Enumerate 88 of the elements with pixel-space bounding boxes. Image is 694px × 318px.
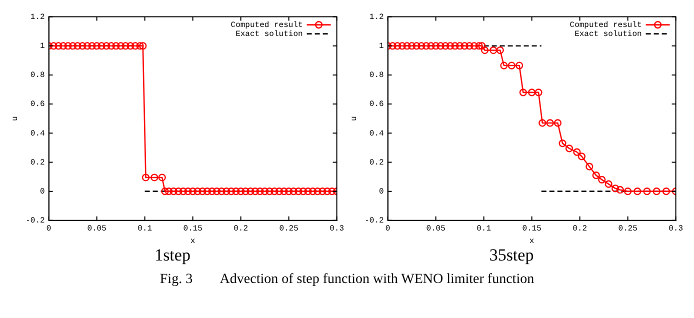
point: [427, 42, 435, 50]
point: [408, 42, 416, 50]
x-tick-label: 0.15: [522, 224, 542, 234]
point: [432, 42, 440, 50]
point: [624, 188, 632, 196]
point: [446, 42, 454, 50]
point: [565, 144, 574, 152]
point: [578, 152, 586, 160]
point: [394, 42, 402, 50]
point: [496, 46, 504, 54]
point: [634, 188, 642, 196]
legend-label: Computed result: [230, 20, 303, 30]
x-tick-label: 0.15: [183, 224, 203, 234]
y-tick-label: -0.2: [364, 216, 384, 226]
point: [592, 172, 600, 180]
x-axis-title: x: [529, 236, 534, 246]
text: 35step: [489, 245, 534, 264]
y-tick-label: 0.8: [369, 71, 384, 80]
y-tick-label: 1.2: [30, 12, 45, 22]
point: [586, 162, 594, 170]
point: [554, 119, 562, 127]
point: [475, 42, 483, 50]
point: [616, 186, 624, 194]
text: 1step: [154, 245, 190, 264]
point: [643, 188, 651, 196]
x-tick-label: 0.1: [138, 224, 152, 234]
y-tick-label: 0: [40, 187, 45, 196]
point: [652, 188, 660, 196]
point: [451, 42, 459, 50]
x-tick-label: 0.3: [668, 224, 684, 234]
x-tick-label: 0.25: [279, 224, 299, 234]
y-tick-label: 0.8: [30, 71, 45, 80]
x-tick-label: 0: [385, 224, 390, 234]
point: [508, 62, 516, 70]
legend-label: Exact solution: [574, 30, 642, 39]
point: [388, 42, 396, 50]
point: [604, 180, 612, 188]
y-tick-label: 1.2: [369, 12, 384, 22]
point: [500, 62, 508, 70]
point: [516, 62, 524, 70]
y-tick-label: 0.6: [369, 100, 384, 110]
point: [460, 42, 468, 50]
y-tick-label: 0.6: [30, 100, 45, 110]
x-tick-label: 0.25: [618, 224, 638, 234]
point: [662, 188, 670, 196]
point: [519, 88, 527, 96]
point: [534, 88, 542, 96]
point: [422, 42, 430, 50]
x-tick-label: 0.2: [572, 224, 588, 234]
caption: Fig. 3 Advection of step function with WENO limiter function: [158, 272, 536, 288]
x-tick-label: 0.05: [426, 224, 446, 234]
y-tick-label: 1: [378, 42, 384, 52]
y-tick-label: 0.2: [369, 158, 384, 168]
point: [403, 42, 411, 50]
point: [612, 184, 620, 192]
y-axis-title: u: [350, 116, 359, 122]
point: [478, 42, 486, 50]
point: [573, 148, 581, 156]
point: [480, 46, 489, 54]
point: [418, 42, 426, 50]
x-tick-label: 0.2: [234, 224, 248, 234]
point: [598, 176, 606, 184]
x-tick-label: 0.1: [476, 224, 492, 234]
y-axis-title: u: [10, 116, 20, 122]
x-tick-label: 0: [46, 224, 52, 234]
x-axis-title: x: [190, 236, 196, 246]
legend-label: Computed result: [570, 20, 642, 30]
point: [466, 42, 474, 50]
point: [456, 42, 464, 50]
point: [528, 88, 536, 96]
point: [436, 42, 444, 50]
point: [442, 42, 450, 50]
point: [546, 119, 554, 127]
x-tick-label: 0.3: [330, 224, 344, 234]
point: [490, 46, 498, 54]
y-tick-label: 0.4: [369, 129, 384, 138]
y-tick-label: 0.2: [30, 158, 45, 168]
y-tick-label: -0.2: [26, 216, 45, 226]
point: [558, 140, 566, 148]
point: [538, 119, 546, 127]
x-tick-label: 0.05: [87, 224, 107, 234]
y-tick-label: 1: [40, 42, 45, 52]
y-tick-label: 0: [378, 187, 384, 196]
point: [412, 42, 420, 50]
point: [470, 42, 478, 50]
point: [398, 42, 406, 50]
y-tick-label: 0.4: [30, 129, 45, 138]
legend-label: Exact solution: [236, 30, 303, 39]
